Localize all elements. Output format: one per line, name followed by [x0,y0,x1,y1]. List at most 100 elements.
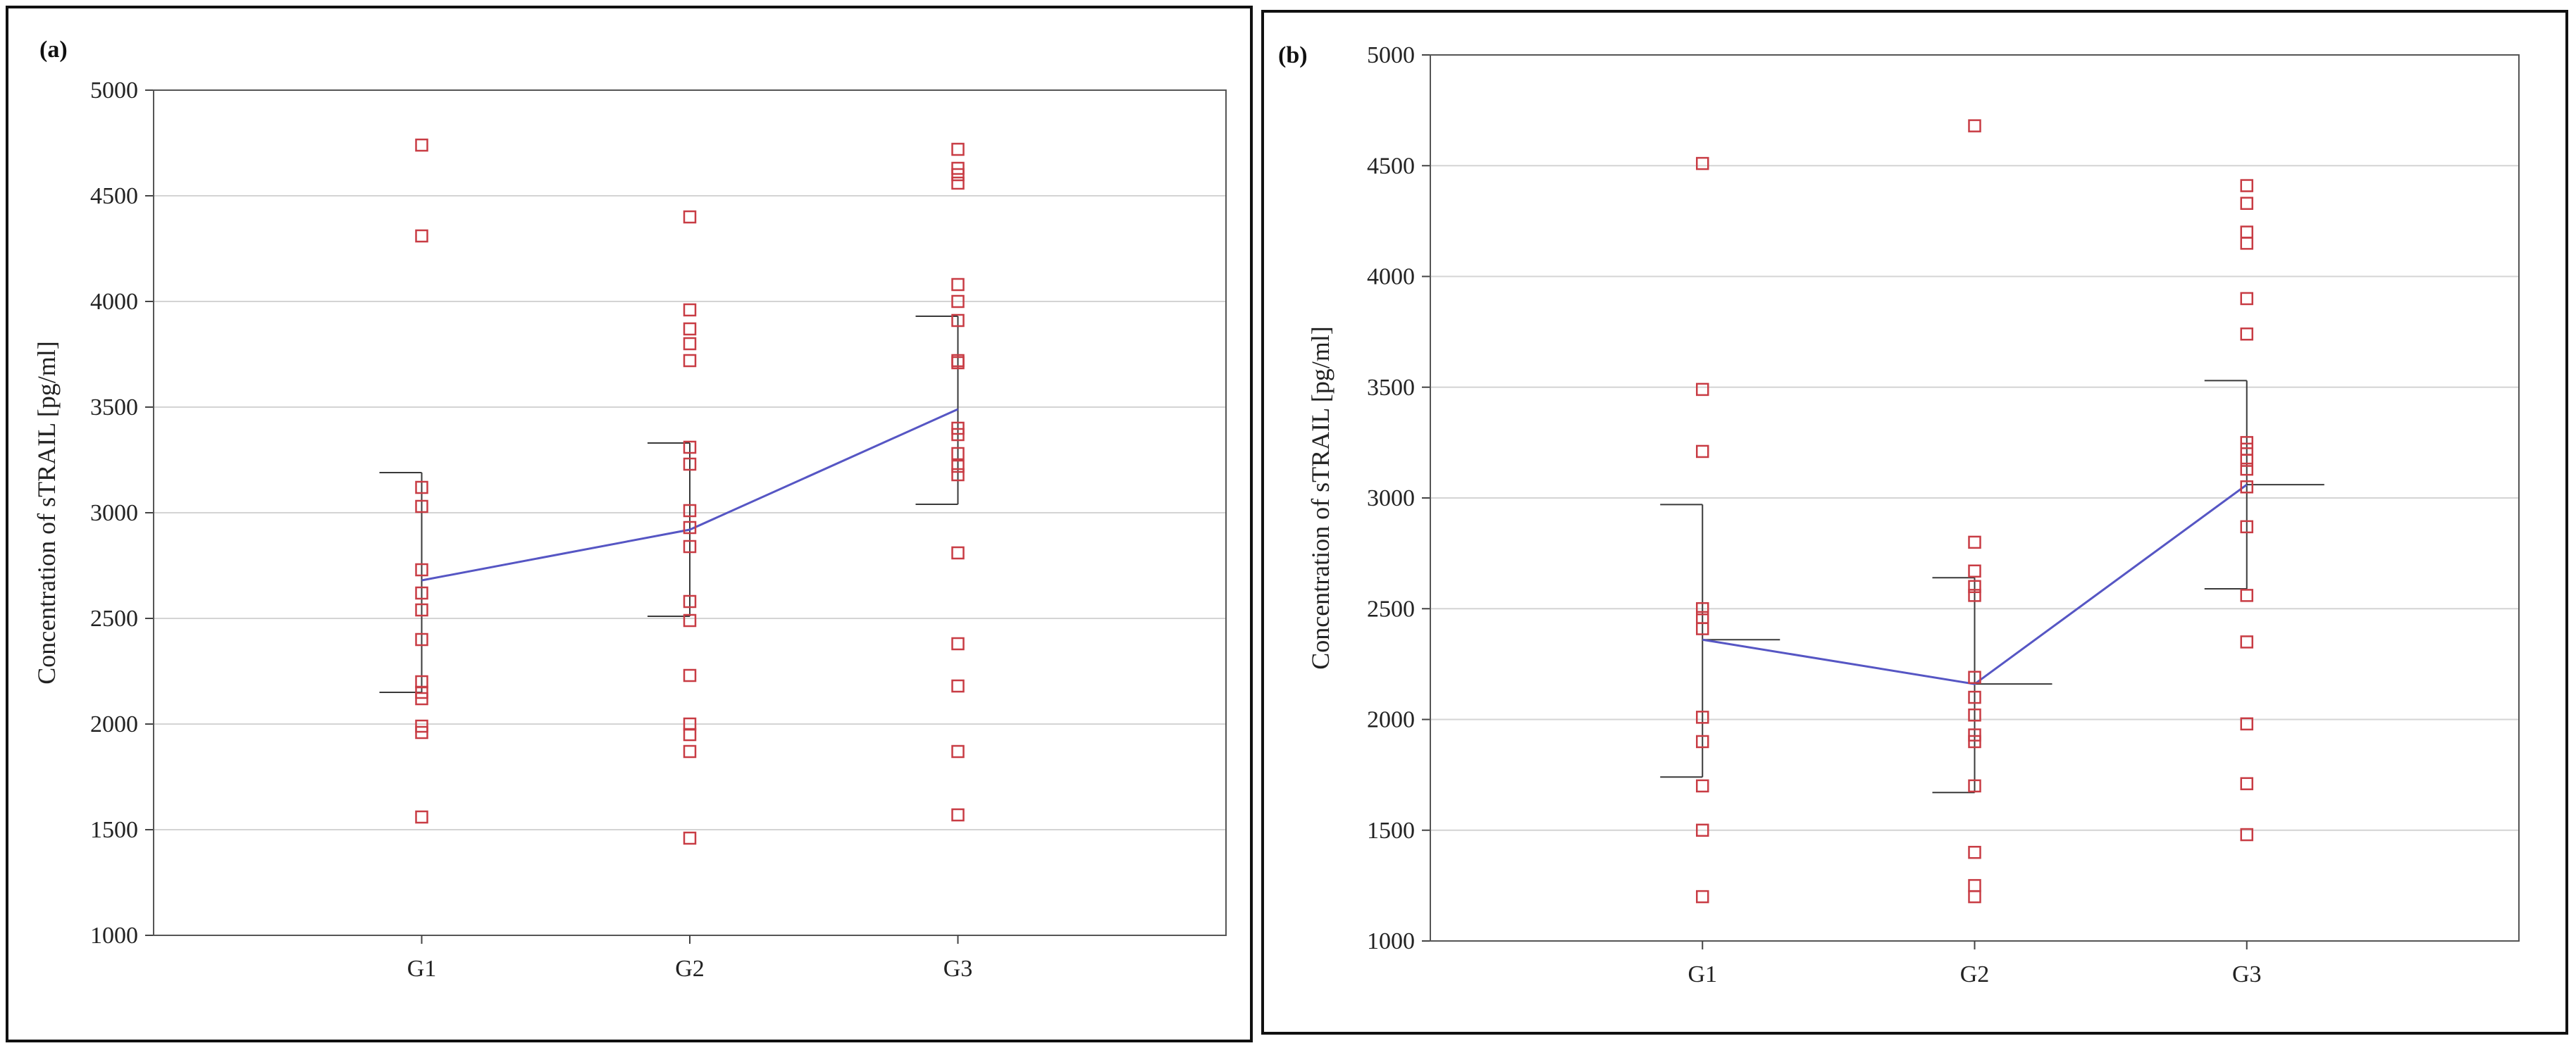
data-point [683,210,697,224]
data-point [683,322,697,336]
chart-panel-a: (a) 1000 1500 2000 2500 3000 3500 4000 4500 5000… [6,6,1253,1042]
data-point [2240,454,2253,467]
x-tick-label: G3 [2232,961,2262,987]
data-point [415,229,428,243]
data-point [951,637,965,651]
data-point [2240,179,2253,192]
y-tick-label: 3500 [90,394,138,420]
data-point [1968,879,1981,892]
y-tick-label: 2500 [90,606,138,632]
data-point [2240,589,2253,602]
data-point [415,632,428,647]
data-point [683,457,697,471]
error-bar [1932,577,2052,794]
panel-label-b: (b) [1278,42,1308,68]
data-point [1696,890,1709,904]
x-tick-label: G1 [1688,961,1717,987]
data-point [1968,671,1981,684]
data-point [1696,779,1709,793]
data-point [1696,735,1709,749]
y-tick-label: 1500 [1367,818,1415,844]
y-tick-label: 2500 [1367,596,1415,622]
data-point [1968,708,1981,722]
data-point [1696,382,1709,397]
data-point [951,546,965,560]
data-point [2240,237,2253,250]
y-tick-label: 2000 [1367,707,1415,733]
data-point [683,744,697,759]
data-point [1696,444,1709,459]
data-point [1968,890,1981,904]
mean-line [1702,483,2248,685]
data-point [683,303,697,317]
data-point [415,603,428,617]
chart-b: 1000 1500 2000 2500 3000 3500 4000 4500 5000 G1 G2… [1306,42,2520,987]
data-point [951,313,965,328]
data-point [2240,225,2253,239]
data-point [415,692,428,706]
data-point [951,679,965,693]
data-point [951,744,965,759]
data-point [951,176,965,190]
data-point [2240,828,2253,842]
data-point [683,440,697,454]
data-point [1968,580,1981,594]
y-axis-label: Concentration of sTRAIL [pg/ml] [1306,326,1335,670]
data-point [683,594,697,609]
data-point [683,540,697,554]
error-bar [1660,504,1781,778]
data-point [2240,520,2253,534]
data-point [951,468,965,482]
y-tick-label: 3000 [1367,485,1415,511]
data-point [1696,622,1709,635]
data-point [415,563,428,577]
mean-line [421,408,959,582]
data-point [1968,845,1981,859]
data-point [2240,197,2253,210]
data-point [2240,462,2253,476]
data-point [2240,480,2253,494]
data-point [1968,535,1981,549]
data-point [415,138,428,152]
data-point [1968,119,1981,132]
y-tick-label: 3000 [90,500,138,526]
data-point [951,142,965,156]
data-point [415,810,428,824]
x-tick-label: G2 [675,956,705,982]
data-point [1968,728,1981,742]
data-point [415,586,428,600]
x-tick-label: G2 [1960,961,1990,987]
y-tick-label: 4500 [90,183,138,209]
data-point [415,499,428,513]
panel-label-a: (a) [39,37,68,63]
data-point [951,428,965,442]
y-tick-label: 1500 [90,817,138,843]
data-point [415,480,428,494]
data-point [951,356,965,370]
x-tick-label: G3 [943,956,973,982]
data-point [1696,156,1709,170]
y-tick-label: 5000 [1367,42,1415,68]
chart-a: 1000 1500 2000 2500 3000 3500 4000 4500 5000 G1 G2… [32,77,1227,982]
data-point [683,613,697,628]
data-point [1968,779,1981,793]
data-point [951,459,965,473]
data-point [2240,436,2253,449]
data-point [1968,735,1981,749]
data-point [2240,717,2253,731]
y-tick-label: 1000 [1367,928,1415,954]
data-point [683,728,697,742]
data-point [683,337,697,351]
y-tick-label: 5000 [90,77,138,104]
data-point [1968,690,1981,704]
data-point [683,831,697,845]
data-point [2240,635,2253,649]
data-point [1696,711,1709,724]
data-point [951,278,965,292]
data-point [683,354,697,368]
y-axis-label: Concentration of sTRAIL [pg/ml] [32,341,61,685]
y-tick-label: 2000 [90,711,138,737]
data-point [683,668,697,682]
data-point [683,504,697,518]
x-tick-label: G1 [407,956,437,982]
